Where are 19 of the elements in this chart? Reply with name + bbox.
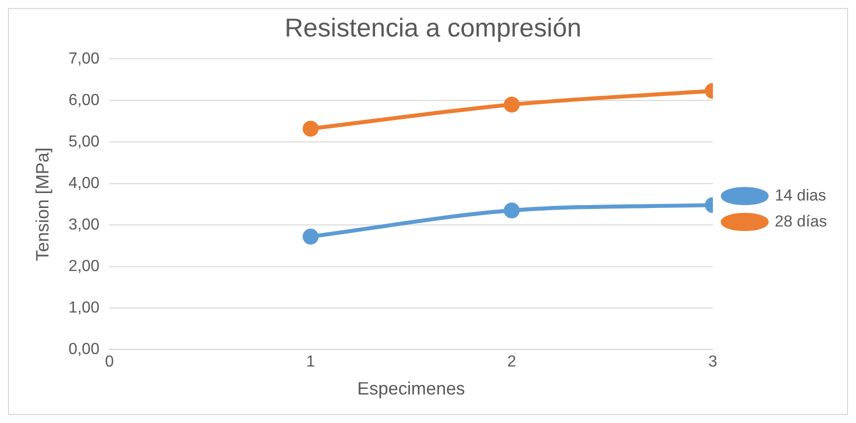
x-tick-label: 0 bbox=[105, 353, 114, 370]
y-tick-label: 6,00 bbox=[68, 92, 100, 109]
y-tick-label: 0,00 bbox=[68, 340, 100, 358]
y-tick-label: 1,00 bbox=[68, 299, 100, 316]
legend-label: 14 dias bbox=[774, 187, 826, 204]
x-tick-label: 1 bbox=[306, 353, 316, 370]
x-tick-label: 3 bbox=[708, 353, 718, 370]
legend-label: 28 días bbox=[774, 213, 828, 230]
x-axis-title: Especimenes bbox=[357, 378, 466, 398]
x-tick-label: 2 bbox=[507, 353, 516, 370]
y-tick-label: 2,00 bbox=[68, 258, 100, 275]
y-tick-label: 7,00 bbox=[68, 50, 100, 68]
y-tick-label: 4,00 bbox=[68, 174, 100, 192]
chart-title: Resistencia a compresión bbox=[284, 14, 582, 43]
point bbox=[302, 120, 319, 137]
y-axis-title: Tension [MPa] bbox=[32, 148, 53, 261]
y-tick-label: 3,00 bbox=[68, 216, 100, 234]
y-tick-label: 5,00 bbox=[68, 133, 100, 150]
point bbox=[302, 228, 319, 245]
